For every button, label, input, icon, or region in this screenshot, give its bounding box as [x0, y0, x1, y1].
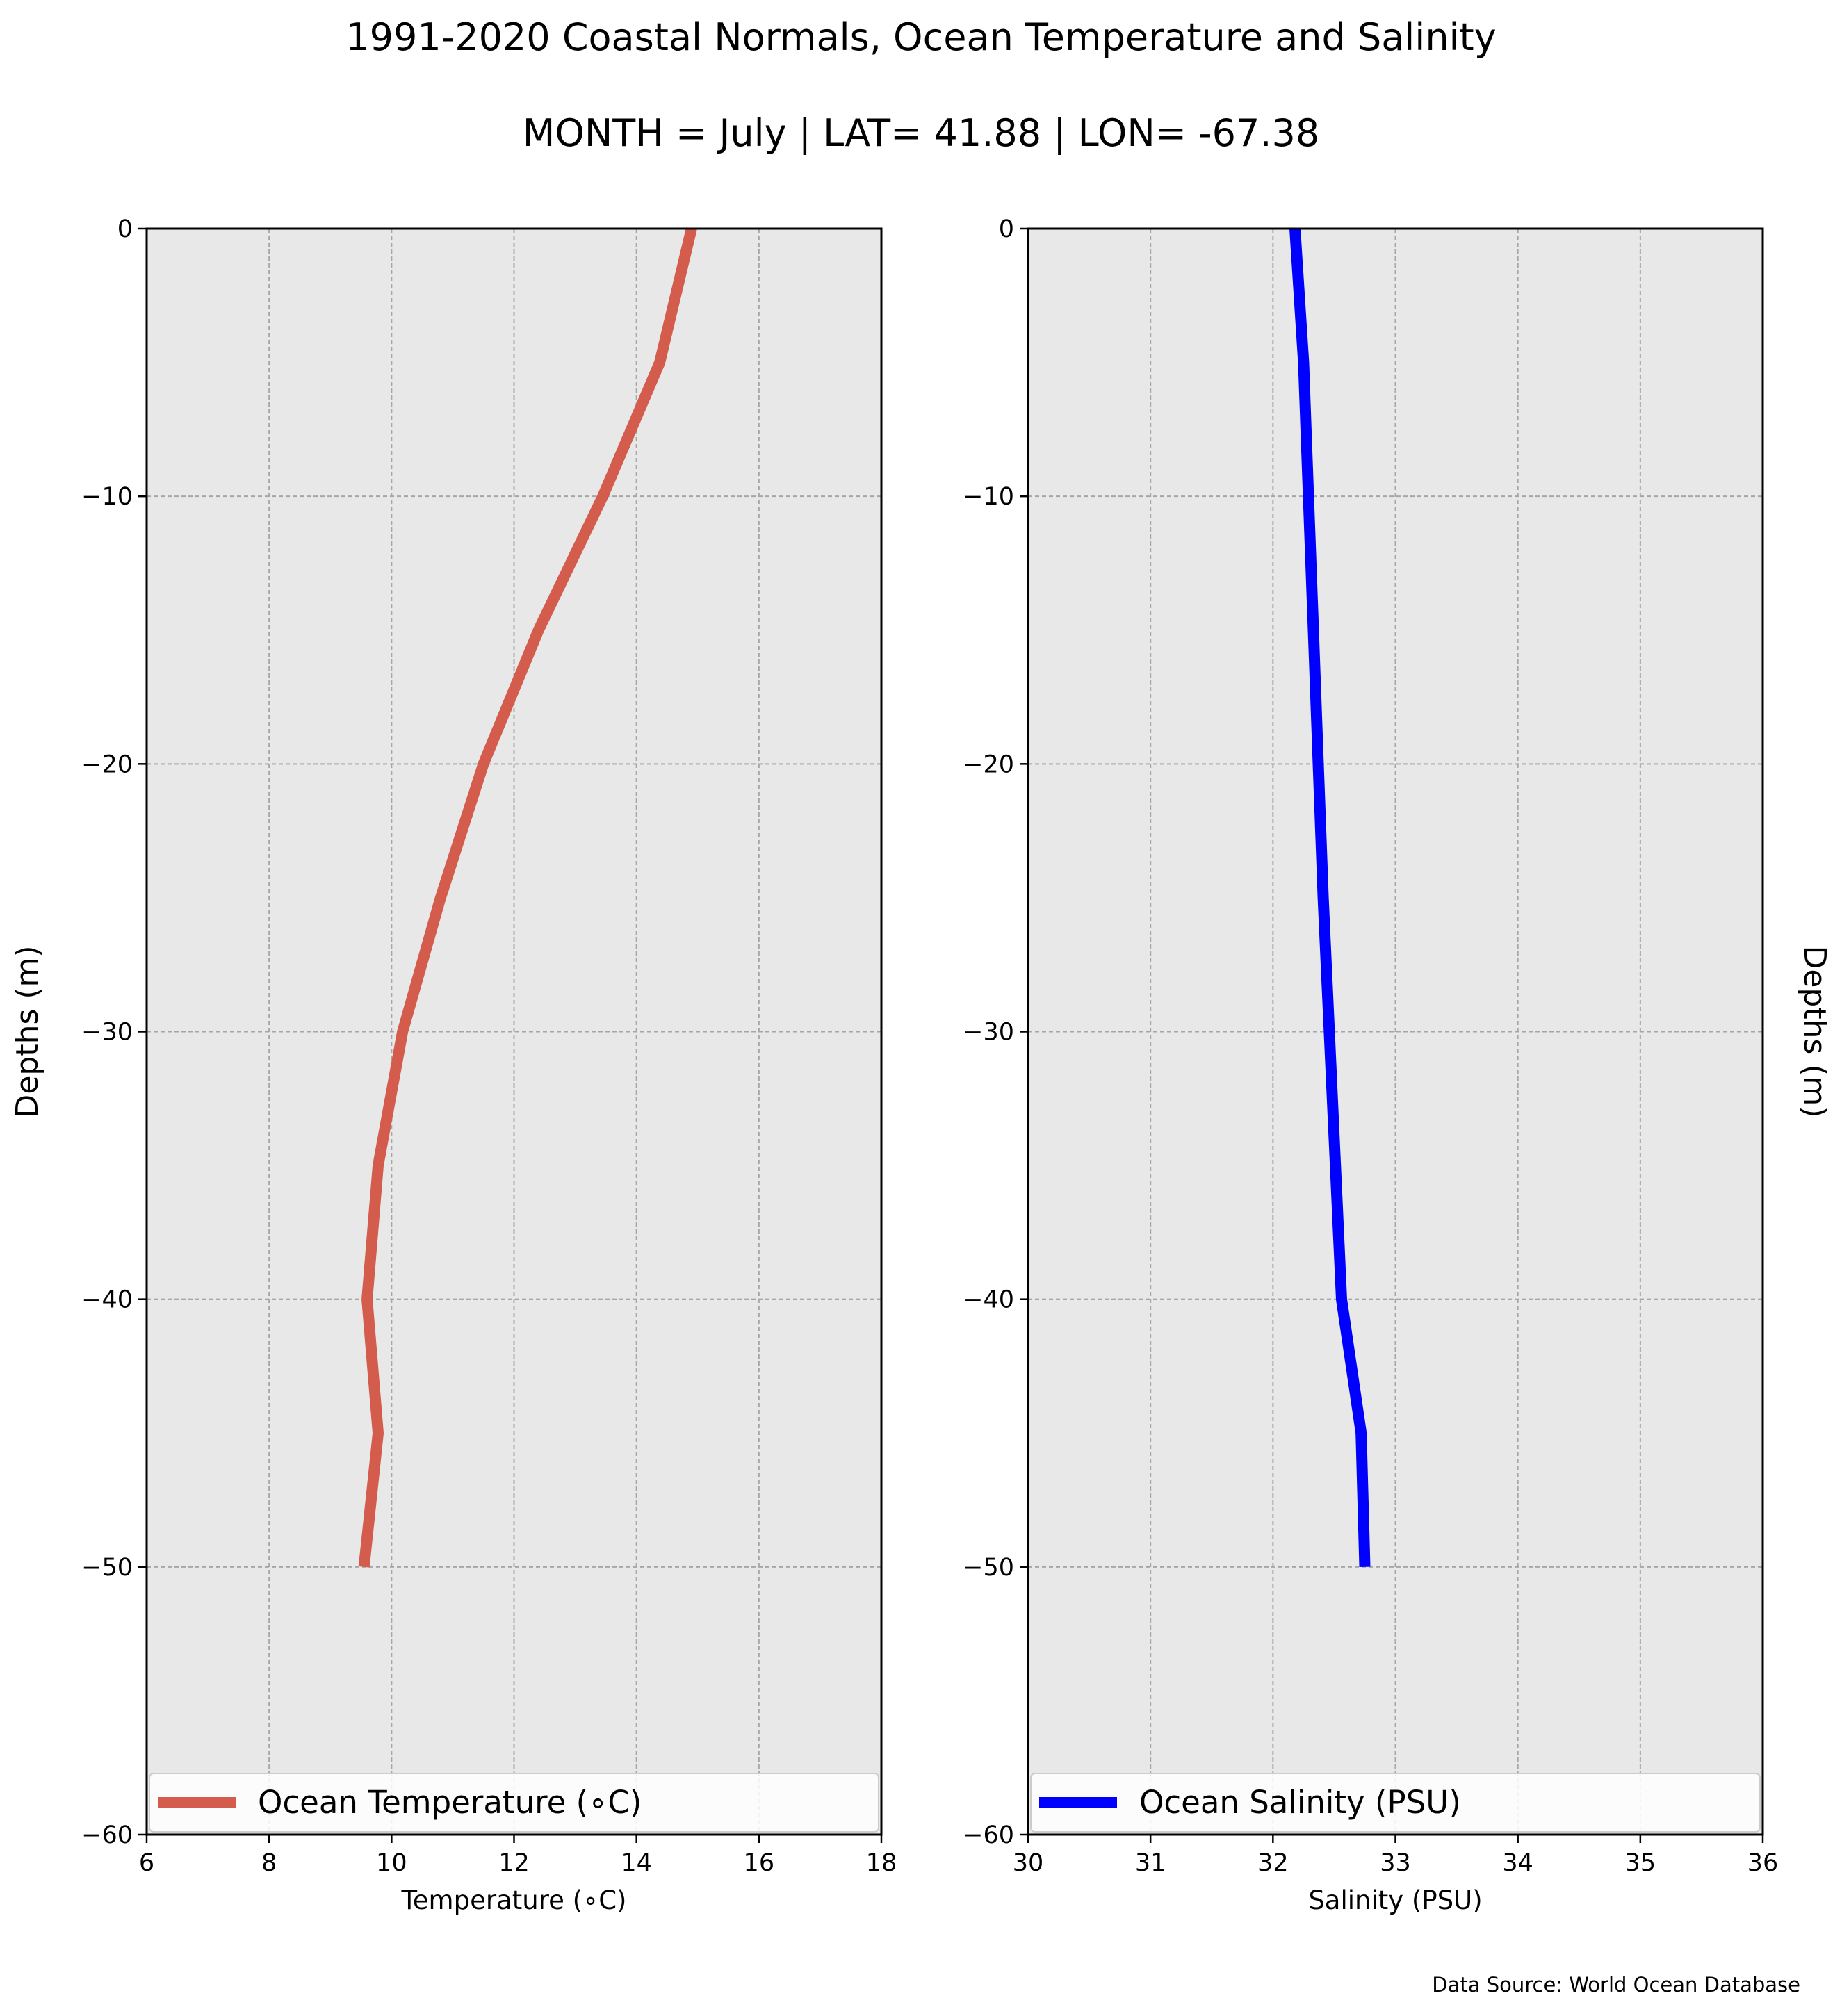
y-tick-label: −10: [81, 483, 133, 511]
salinity-panel: 30 31 32 33 34 35 36 0 −10 −20 −30 −40 −50 −60 Salinit…: [963, 215, 1832, 1915]
x-axis-label: Salinity (PSU): [1308, 1885, 1482, 1915]
x-tick-label: 8: [261, 1849, 277, 1877]
y-tick-label: −50: [81, 1554, 133, 1582]
x-tick-label: 16: [744, 1849, 775, 1877]
y-tick-label: −30: [81, 1019, 133, 1047]
figure-title: 1991-2020 Coastal Normals, Ocean Tempera…: [345, 15, 1496, 59]
x-tick-label: 36: [1747, 1849, 1779, 1877]
x-tick-label: 32: [1257, 1849, 1289, 1877]
x-tick-label: 35: [1625, 1849, 1656, 1877]
y-tick-label: −40: [963, 1286, 1014, 1314]
legend: Ocean Salinity (PSU): [1030, 1773, 1761, 1833]
y-tick-label: −20: [963, 751, 1014, 778]
x-tick-label: 10: [376, 1849, 407, 1877]
y-axis-label: Depths (m): [1797, 945, 1832, 1117]
x-tick-label: 12: [498, 1849, 530, 1877]
x-axis-label: Temperature (∘C): [400, 1885, 626, 1915]
y-tick-label: −60: [81, 1821, 133, 1849]
y-axis-label: Depths (m): [10, 945, 45, 1117]
legend-box: [149, 1773, 879, 1833]
x-tick-label: 6: [139, 1849, 154, 1877]
x-tick-label: 33: [1380, 1849, 1411, 1877]
x-tick-label: 31: [1135, 1849, 1166, 1877]
series-line: [358, 227, 697, 1568]
legend-box: [1030, 1773, 1761, 1833]
x-tick-label: 34: [1502, 1849, 1533, 1877]
x-tick-label: 14: [621, 1849, 652, 1877]
y-tick-label: −10: [963, 483, 1014, 511]
legend-label: Ocean Temperature (∘C): [258, 1784, 642, 1821]
y-tick-label: −30: [963, 1019, 1014, 1047]
x-tick-label: 30: [1013, 1849, 1044, 1877]
y-tick-label: −50: [963, 1554, 1014, 1582]
y-tick-label: 0: [117, 215, 133, 243]
temperature-panel: 6 8 10 12 14 16 18 0 −10 −20 −30 −40 −50 −60 Temperatu…: [10, 215, 897, 1915]
legend: Ocean Temperature (∘C): [149, 1773, 879, 1833]
data-source-note: Data Source: World Ocean Database: [1432, 1973, 1800, 1997]
series-line: [1289, 228, 1371, 1568]
y-tick-label: −20: [81, 751, 133, 778]
figure-subtitle: MONTH = July | LAT= 41.88 | LON= -67.38: [523, 111, 1319, 155]
y-tick-label: 0: [999, 215, 1014, 243]
y-tick-label: −60: [963, 1821, 1014, 1849]
legend-label: Ocean Salinity (PSU): [1139, 1784, 1461, 1821]
y-tick-label: −40: [81, 1286, 133, 1314]
x-tick-label: 18: [866, 1849, 897, 1877]
